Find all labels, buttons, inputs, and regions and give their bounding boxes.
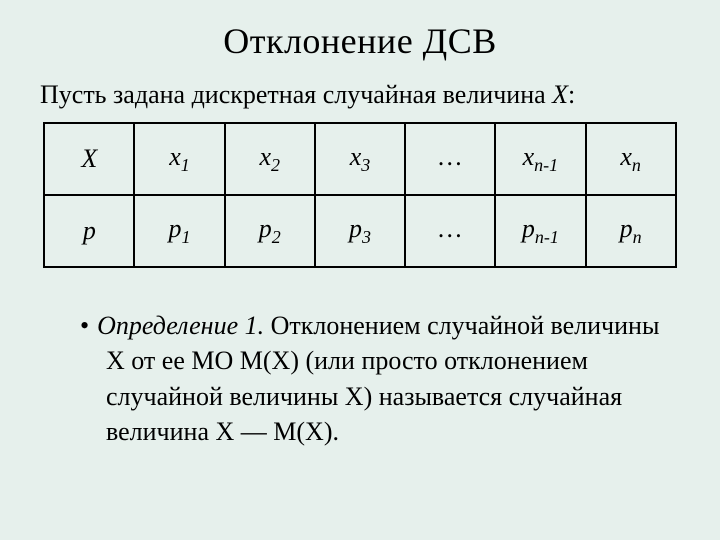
intro-suffix: : [568,80,575,109]
table-cell: … [405,195,495,267]
table-cell: x2 [225,123,315,195]
distribution-table: X x1 x2 x3 … xn-1 xn p p1 p2 p3 … pn-1 p… [43,122,677,268]
table-cell: p2 [225,195,315,267]
bullet-icon: • [80,311,89,340]
table-cell: xn-1 [495,123,585,195]
table-row: X x1 x2 x3 … xn-1 xn [44,123,676,195]
table-cell: xn [586,123,676,195]
table-cell: x1 [134,123,224,195]
intro-variable: X [552,80,568,109]
row-header: X [44,123,134,195]
table-row: p p1 p2 p3 … pn-1 pn [44,195,676,267]
table-cell: x3 [315,123,405,195]
table-cell: p1 [134,195,224,267]
page-title: Отклонение ДСВ [30,20,690,62]
definition-text: •Определение 1. Отклонением случайной ве… [80,308,660,448]
intro-prefix: Пусть задана дискретная случайная величи… [40,80,552,109]
table-cell: pn [586,195,676,267]
intro-text: Пусть задана дискретная случайная величи… [40,80,690,110]
table-cell: … [405,123,495,195]
table-cell: pn-1 [495,195,585,267]
table-cell: p3 [315,195,405,267]
row-header: p [44,195,134,267]
definition-label: Определение 1. [97,311,264,340]
